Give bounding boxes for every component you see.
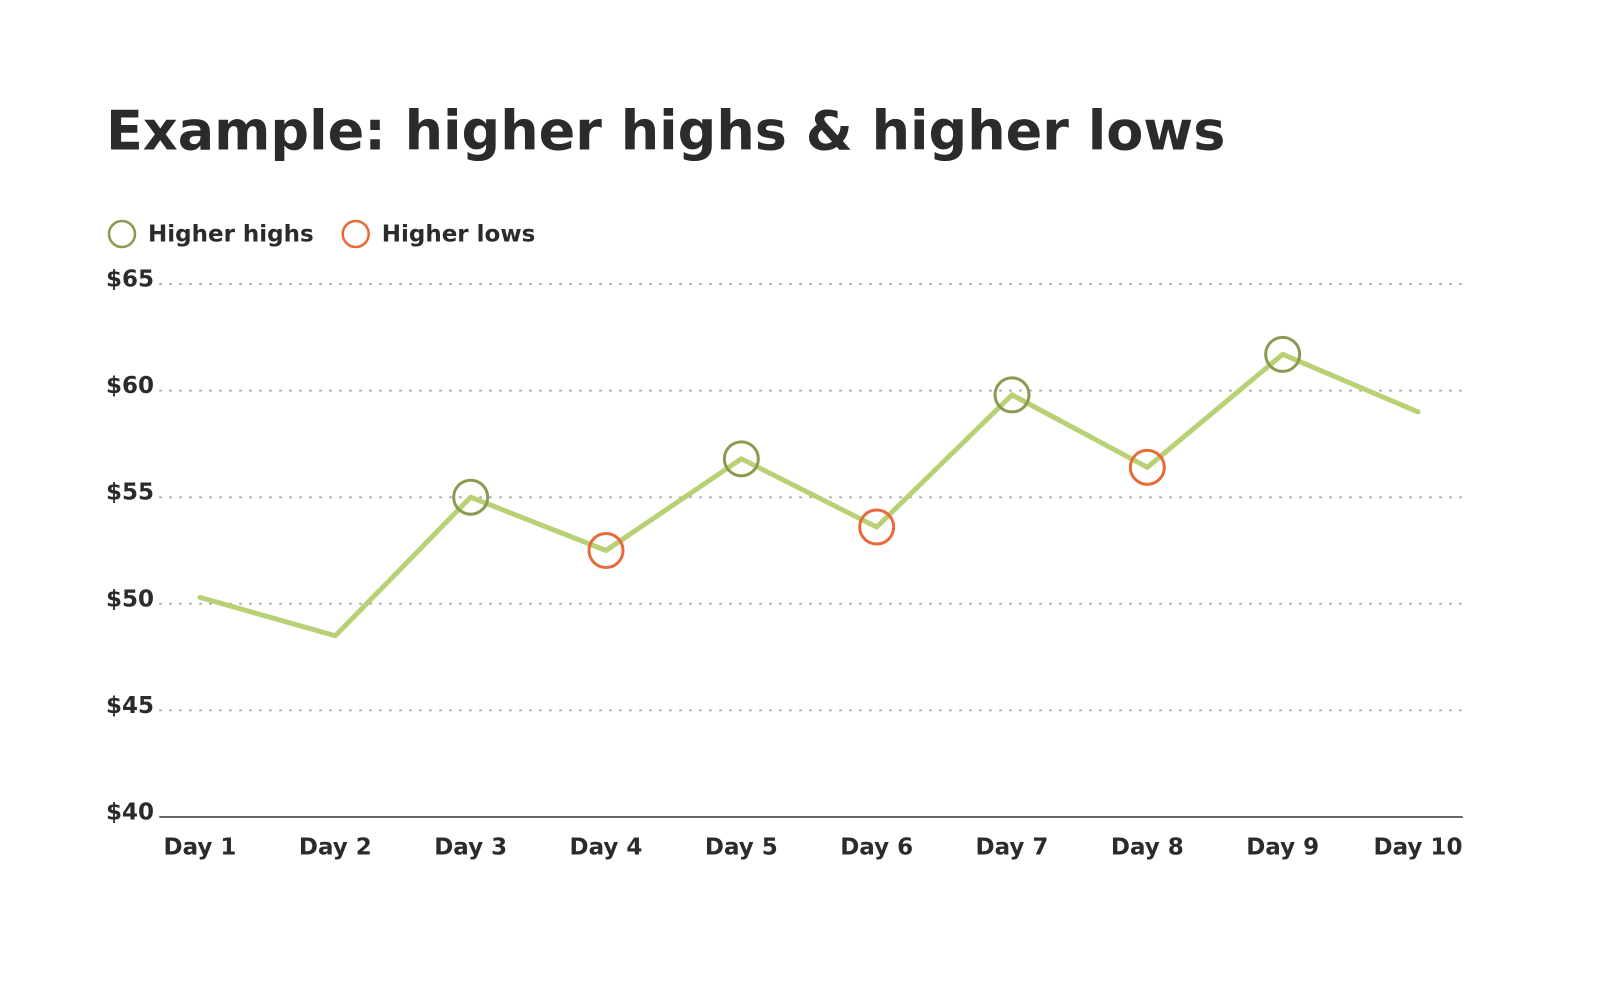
x-tick-label: Day 8 [1111,835,1184,861]
y-tick-label: $40 [106,800,154,826]
pivot-marker [858,508,896,546]
x-tick-label: Day 10 [1374,835,1463,861]
legend-marker [341,219,370,249]
pivot-marker [993,376,1031,414]
legend-marker [107,219,137,249]
pivot-marker [1128,448,1166,486]
legend-label: Higher lows [382,222,536,248]
legend-label: Higher highs [148,222,314,248]
x-tick-label: Day 4 [570,835,643,861]
price-line [197,351,1421,639]
x-tick-label: Day 5 [705,835,778,861]
chart-title: Example: higher highs & higher lows [106,100,1225,163]
x-tick-label: Day 6 [840,835,913,861]
pivot-marker [452,478,490,516]
x-tick-label: Day 3 [434,835,507,861]
pivot-marker [1264,335,1302,373]
pivot-marker [587,532,625,569]
pivot-marker [722,440,760,478]
x-tick-label: Day 7 [976,835,1049,861]
y-tick-label: $65 [106,267,154,293]
y-tick-label: $55 [106,480,154,506]
x-tick-label: Day 2 [299,835,372,861]
y-tick-label: $45 [106,693,154,719]
x-tick-label: Day 1 [164,835,237,861]
x-tick-label: Day 9 [1246,835,1319,861]
y-tick-label: $60 [106,373,154,399]
y-tick-label: $50 [106,586,154,612]
